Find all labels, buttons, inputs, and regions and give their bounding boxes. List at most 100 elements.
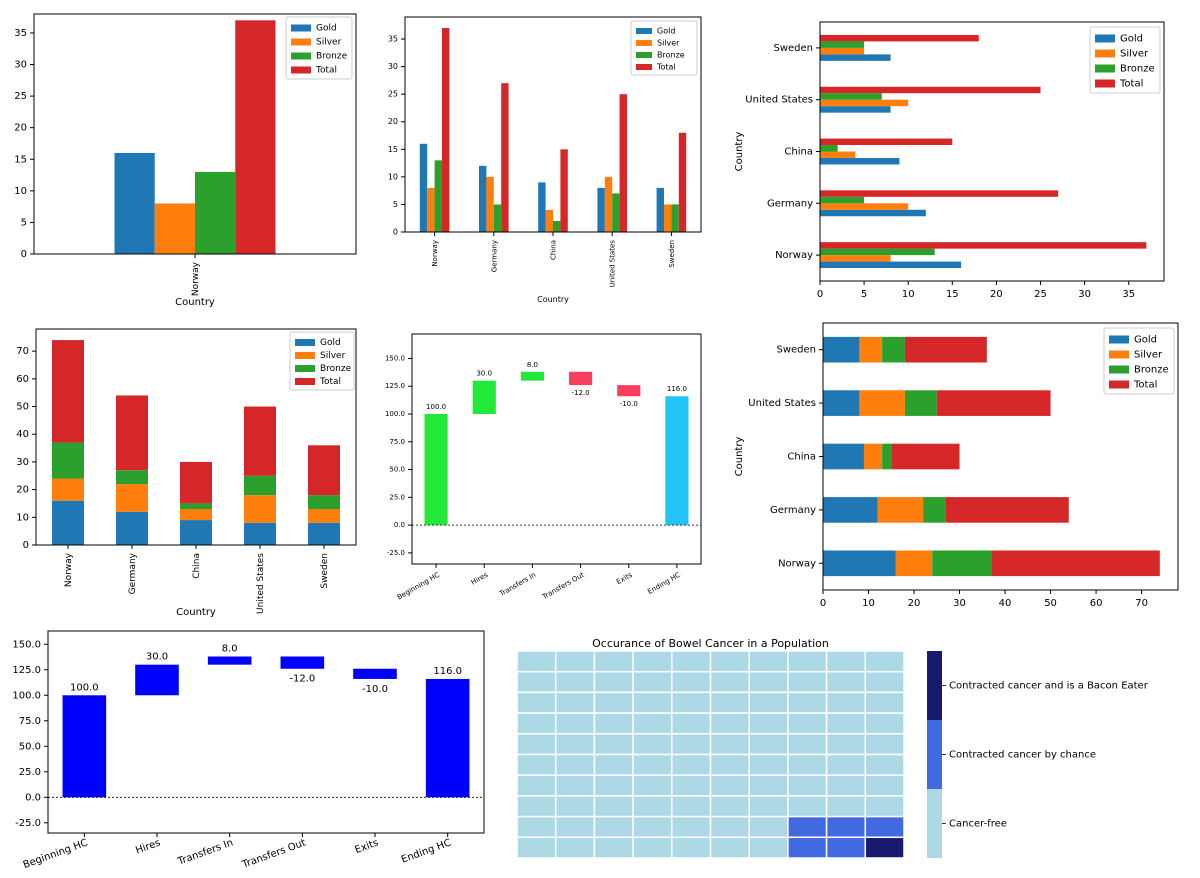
waffle-cell [593,836,634,859]
bar-bronze [904,390,937,416]
y-tick-label: -25.0 [15,818,41,829]
bar-total [235,20,276,254]
waffle-cell [593,712,634,735]
waffle-cell [825,650,867,673]
data-label: -10.0 [620,400,638,408]
bar-gold [244,522,276,545]
y-tick-label: 30 [388,62,398,71]
y-tick-label: 25 [388,90,398,99]
data-label: 116.0 [667,385,687,393]
waffle-cell [554,753,596,776]
x-tick-label: China [192,553,202,579]
bar-silver [859,336,883,363]
plot-frame [819,21,1165,282]
x-tick-label: 40 [999,598,1012,609]
chart-medals-stacked-horizontal: Norway Germany China United States Sweden 0 10… [734,322,1179,609]
legend-label: Silver [320,351,346,361]
bar-total [619,94,627,232]
waffle-cell [671,712,712,735]
bar-total [820,138,953,146]
x-tick-label: 0 [820,598,826,609]
waffle-cell [671,774,712,797]
legend-swatch [1109,380,1129,389]
y-tick-label: 0 [23,540,29,551]
x-tick-label: 15 [946,289,959,300]
y-tick-label: Norway [775,250,813,261]
x-tick-label: Ending HC [400,837,453,865]
bar-gold [180,520,212,545]
bar-bronze [820,93,882,100]
legend-label: Total [1133,380,1157,391]
bar-gold [823,550,896,577]
y-tick-label: 15 [388,145,398,154]
bar-gold [820,261,962,269]
bar-silver [820,99,909,107]
x-tick-label: Ending HC [646,571,682,596]
bar-bronze [434,160,442,232]
legend-box [1103,327,1175,395]
y-tick-label: 25.0 [19,767,41,778]
bar-total [991,550,1160,577]
legend-swatch [295,352,315,359]
bar-bronze [820,196,865,204]
waffle-cell [593,774,634,797]
waffle-cell [632,795,673,818]
legend-label: Gold [657,27,675,36]
waffle-cell [787,691,828,714]
bar-gold [820,54,891,61]
plot-frame [33,13,357,255]
bar-total [945,497,1069,523]
colorbar-label: Contracted cancer by chance [949,750,1096,761]
data-label: -10.0 [362,684,388,695]
waffle-cell [748,753,789,776]
waffle-cell [748,712,789,735]
data-label: 30.0 [146,652,168,663]
bar-total [244,406,276,476]
waffle-cell [593,650,634,673]
y-tick-label: United States [748,398,816,409]
plot-frame [822,322,1179,591]
bar-total [501,83,509,233]
waffle-cell [554,836,596,859]
waffle-cell [825,815,867,839]
x-axis-label: Country [175,297,215,308]
data-label: 8.0 [222,644,238,655]
y-tick-label: 5 [393,200,398,209]
data-label: 100.0 [426,403,446,411]
waffle-cell [671,836,712,859]
bar-total [820,190,1059,197]
waffle-cell [864,753,905,776]
bar-gold [538,182,546,232]
waffle-cell [554,670,596,694]
y-tick-label: 15 [14,154,27,165]
legend-swatch [1109,350,1129,359]
waffle-cell [825,774,867,797]
waterfall-bar [425,678,470,798]
legend-swatch [1095,64,1115,73]
waffle-cell [787,670,828,694]
waffle-cell [864,712,905,735]
bar-silver [244,495,276,523]
bar-silver [604,176,613,232]
waffle-cell [593,670,634,694]
legend-swatch [291,38,311,46]
bar-silver [820,255,891,262]
legend-swatch [291,52,311,60]
waffle-cell [671,670,712,694]
y-tick-label: -25.0 [387,549,405,557]
y-tick-label: United States [745,95,813,106]
legend-label: Gold [1134,335,1157,346]
bar-bronze [116,470,148,485]
waffle-cell [554,650,596,673]
y-tick-label: Germany [767,198,813,209]
waffle-cell [864,795,905,818]
bar-bronze [882,443,892,470]
y-tick-label: China [787,452,816,463]
legend-label: Total [315,66,337,76]
waterfall-bar [569,371,593,386]
bar-bronze [553,220,561,232]
data-label: -12.0 [572,389,590,397]
y-tick-label: Germany [770,505,816,516]
colorbar-label: Cancer-free [949,819,1007,830]
plot-frame [404,16,702,233]
